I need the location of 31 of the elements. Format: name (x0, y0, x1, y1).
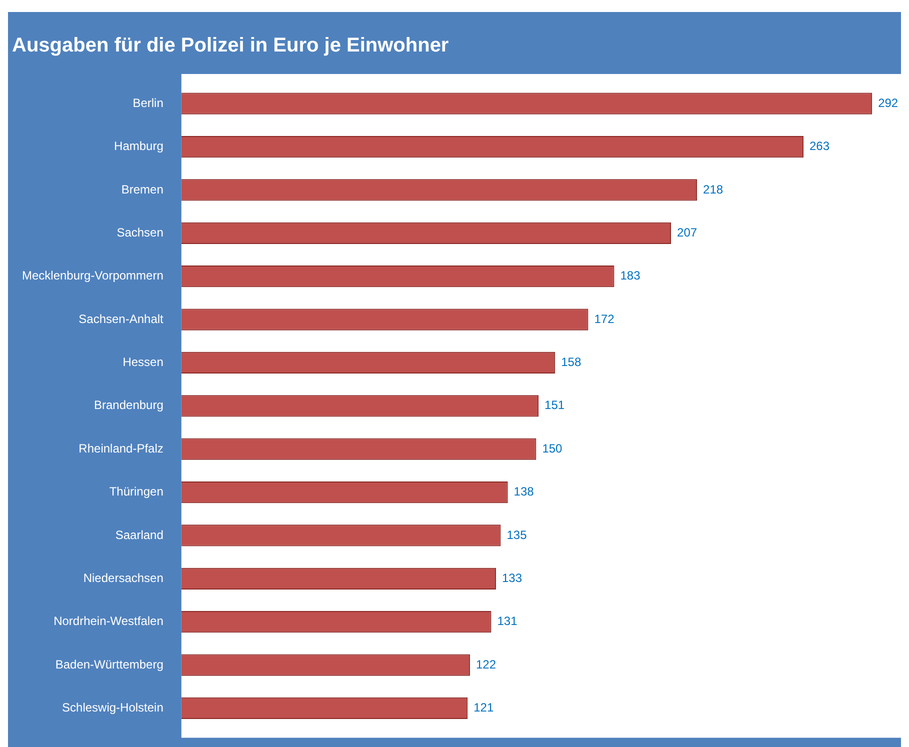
data-label: 121 (474, 700, 494, 715)
y-tick-label: Hamburg (114, 139, 164, 154)
data-label: 150 (542, 441, 563, 456)
y-tick-label: Saarland (115, 528, 164, 542)
data-label: 133 (502, 570, 522, 585)
y-tick-label: Nordrhein-Westfalen (54, 614, 164, 628)
y-tick-label: Rheinland-Pfalz (78, 441, 164, 456)
data-label: 158 (561, 355, 582, 370)
data-label: 122 (476, 657, 496, 672)
y-tick-label: Brandenburg (94, 398, 164, 412)
y-tick-label: Hessen (122, 355, 164, 370)
y-tick-label: Sachsen-Anhalt (78, 312, 164, 326)
y-tick-label: Bremen (121, 182, 164, 196)
data-label: 135 (506, 528, 528, 542)
y-tick-label: Mecklenburg-Vorpommern (22, 268, 164, 283)
y-tick-label: Niedersachsen (83, 570, 164, 585)
data-label: 263 (809, 139, 830, 154)
y-tick-label: Schleswig-Holstein (62, 700, 164, 715)
data-label: 207 (677, 225, 698, 240)
data-label: 131 (497, 614, 518, 628)
y-tick-label: Thüringen (109, 484, 164, 499)
data-label: 151 (544, 398, 565, 412)
data-label: 138 (514, 484, 534, 499)
data-label: 218 (703, 182, 724, 196)
y-tick-label: Sachsen (116, 225, 164, 240)
data-label: 183 (620, 268, 641, 283)
chart-title: Ausgaben für die Polizei in Euro je Einwohner (12, 34, 449, 57)
data-label: 292 (878, 96, 898, 110)
data-label: 172 (594, 312, 615, 326)
y-tick-label: Baden-Württemberg (55, 657, 164, 672)
y-tick-label: Berlin (132, 96, 164, 110)
